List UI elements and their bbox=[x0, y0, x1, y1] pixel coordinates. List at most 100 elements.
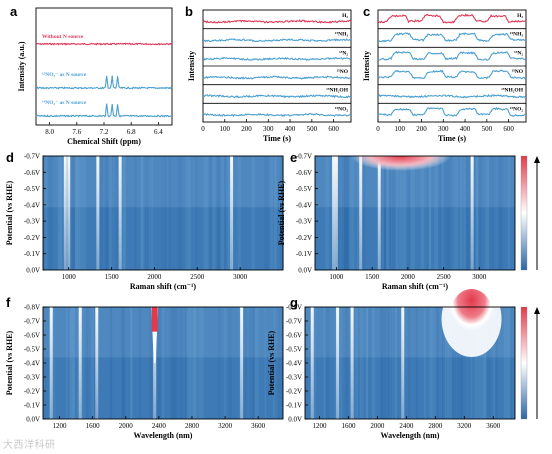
trace-b-3 bbox=[202, 75, 352, 80]
heatmap-texture-e-48 bbox=[438, 156, 440, 270]
chart-e: -0.7V -0.6V -0.5V -0.4V -0.3V -0.2V -0.1V 0.0V 1… bbox=[277, 153, 540, 291]
heatmap-texture-g-46 bbox=[483, 307, 487, 419]
xlabel-b: Time (s) bbox=[263, 134, 291, 143]
scan-arrow-head-e bbox=[534, 156, 540, 163]
heatmap-texture-g-37 bbox=[434, 307, 437, 419]
ytick-label-g-7: -0.1V bbox=[286, 402, 302, 410]
heatmap-texture-e-33 bbox=[349, 156, 355, 270]
heatmap-texture-f-20 bbox=[169, 307, 172, 419]
heatmap-texture-e-24 bbox=[445, 156, 449, 270]
trace-c-2 bbox=[377, 50, 527, 61]
heatmap-texture-e-9 bbox=[389, 156, 393, 270]
heatmap-texture-g-0 bbox=[478, 307, 482, 419]
heatmap-texture-d-58 bbox=[274, 156, 277, 270]
heatmap-texture-e-58 bbox=[357, 156, 362, 270]
bright-band-e-1 bbox=[334, 156, 338, 270]
heatmap-texture-e-51 bbox=[344, 156, 348, 270]
heatmap-texture-e-16 bbox=[455, 156, 457, 270]
heatmap-texture-g-39 bbox=[460, 307, 463, 419]
heatmap-texture-d-32 bbox=[48, 156, 53, 270]
heatmap-texture-d-16 bbox=[264, 156, 269, 270]
heatmap-texture-g-48 bbox=[448, 307, 452, 419]
heatmap-texture-e-26 bbox=[344, 156, 349, 270]
heatmap-texture-g-42 bbox=[408, 307, 410, 419]
heatmap-texture-g-17 bbox=[394, 307, 397, 419]
ytick-label-f-6: -0.2V bbox=[24, 388, 40, 396]
heatmap-texture-f-5 bbox=[241, 307, 245, 419]
heatmap-texture-g-23 bbox=[385, 307, 389, 419]
ytick-label-f-2: -0.6V bbox=[24, 332, 40, 340]
xtick-label-c-0: 0 bbox=[376, 125, 380, 133]
heatmap-texture-e-12 bbox=[349, 156, 351, 270]
ytick-label-f-1: -0.7V bbox=[24, 318, 40, 326]
heatmap-texture-e-29 bbox=[463, 156, 466, 270]
ytick-label-d-3: -0.4V bbox=[24, 201, 40, 209]
xtick-label-b-1: 100 bbox=[220, 125, 231, 133]
trace-c-4 bbox=[378, 94, 527, 99]
ylabel-b: Intensity bbox=[187, 51, 196, 81]
xlabel-f: Wavelength (nm) bbox=[134, 431, 193, 440]
heatmap-texture-g-2 bbox=[394, 307, 398, 419]
heatmap-texture-g-45 bbox=[456, 307, 462, 419]
trace-label-c-4: ¹⁵NH₂OH bbox=[501, 88, 523, 94]
heatmap-texture-f-0 bbox=[184, 307, 188, 419]
heatmap-texture-d-27 bbox=[104, 156, 109, 270]
heatmap-texture-e-38 bbox=[496, 156, 501, 270]
heatmap-texture-f-51 bbox=[255, 307, 259, 419]
trace-label-a-2: ¹⁴NO₃⁻ as N source bbox=[42, 100, 87, 106]
ytick-label-g-3: -0.5V bbox=[286, 346, 302, 354]
heatmap-texture-f-57 bbox=[51, 307, 56, 419]
heatmap-texture-d-3 bbox=[228, 156, 232, 270]
bright-band-f-4 bbox=[240, 307, 244, 419]
bright-band-d-1 bbox=[67, 156, 71, 270]
ytick-label-e-6: -0.1V bbox=[296, 250, 312, 258]
trace-label-b-2: ¹⁵N₂ bbox=[339, 50, 348, 56]
heatmap-texture-d-37 bbox=[211, 156, 214, 270]
heatmap-texture-f-25 bbox=[51, 307, 56, 419]
heatmap-texture-e-54 bbox=[395, 156, 398, 270]
chart-b: H₂ ¹⁵NH₃ ¹⁵N₂ ¹⁵NO ¹⁵NH₂OH ¹⁵NO₂ 0 100 200 300 400… bbox=[187, 9, 352, 143]
trace-c-3 bbox=[377, 69, 527, 80]
heatmap-texture-g-19 bbox=[323, 307, 326, 419]
heatmap-texture-d-6 bbox=[140, 156, 143, 270]
heatmap-texture-e-46 bbox=[382, 156, 386, 270]
bright-band-e-2 bbox=[359, 156, 363, 270]
hot-spot-f bbox=[151, 307, 158, 332]
heatmap-texture-d-36 bbox=[185, 156, 191, 270]
heatmap-texture-g-43 bbox=[506, 307, 511, 419]
heatmap-texture-d-56 bbox=[177, 156, 183, 270]
heatmap-texture-f-30 bbox=[238, 307, 242, 419]
ytick-label-e-0: -0.7V bbox=[296, 153, 312, 161]
trace-b-1 bbox=[203, 38, 352, 43]
panel-label-f: f bbox=[6, 295, 11, 310]
xtick-label-c-4: 400 bbox=[460, 125, 471, 133]
heatmap-texture-d-39 bbox=[162, 156, 168, 270]
bright-band-d-2 bbox=[96, 156, 100, 270]
heatmap-texture-d-26 bbox=[146, 156, 148, 270]
heatmap-texture-e-28 bbox=[396, 156, 399, 270]
xtick-label-f-5: 3200 bbox=[218, 422, 233, 430]
heatmap-texture-f-28 bbox=[85, 307, 89, 419]
ytick-label-e-2: -0.5V bbox=[296, 185, 312, 193]
heatmap-texture-e-21 bbox=[402, 156, 406, 270]
heatmap-texture-g-25 bbox=[448, 307, 453, 419]
heatmap-texture-d-15 bbox=[206, 156, 209, 270]
heatmap-texture-e-45 bbox=[429, 156, 431, 270]
heatmap-texture-f-47 bbox=[192, 307, 198, 419]
heatmap-texture-g-26 bbox=[426, 307, 430, 419]
heatmap-texture-d-22 bbox=[120, 156, 126, 270]
heatmap-texture-g-1 bbox=[474, 307, 478, 419]
ytick-label-d-0: -0.7V bbox=[24, 153, 40, 161]
trace-label-b-0: H₂ bbox=[342, 13, 348, 19]
panel-label-b: b bbox=[185, 4, 193, 19]
ylabel-e: Potential (vs RHE) bbox=[277, 180, 286, 245]
ylabel-a: Intensity (a.u.) bbox=[17, 41, 26, 91]
ytick-label-g-2: -0.6V bbox=[286, 332, 302, 340]
heatmap-texture-f-16 bbox=[158, 307, 161, 419]
heatmap-texture-d-42 bbox=[134, 156, 137, 270]
heatmap-texture-f-21 bbox=[251, 307, 254, 419]
xtick-label-d-1: 1500 bbox=[105, 273, 120, 281]
heatmap-texture-d-54 bbox=[212, 156, 216, 270]
heatmap-texture-e-37 bbox=[383, 156, 386, 270]
ylabel-f: Potential (vs RHE) bbox=[5, 330, 14, 395]
